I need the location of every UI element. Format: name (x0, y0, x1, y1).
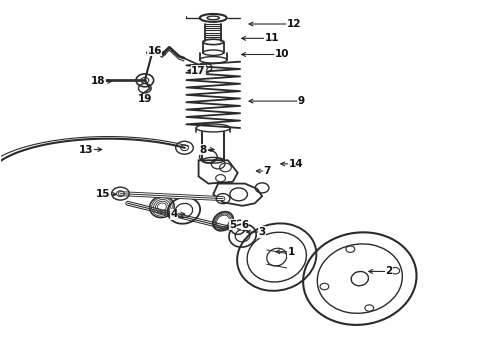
Text: 9: 9 (297, 96, 305, 106)
Text: 4: 4 (171, 209, 178, 219)
Text: 1: 1 (288, 247, 295, 257)
Text: 13: 13 (79, 144, 94, 154)
Text: 8: 8 (200, 144, 207, 154)
Text: 17: 17 (191, 66, 206, 76)
Text: 3: 3 (259, 227, 266, 237)
Text: 2: 2 (386, 266, 393, 276)
Text: 14: 14 (289, 159, 304, 169)
Text: 15: 15 (96, 189, 111, 199)
Text: 18: 18 (91, 76, 106, 86)
Text: 11: 11 (265, 33, 279, 43)
Text: 5: 5 (229, 220, 236, 230)
Text: 12: 12 (287, 19, 301, 29)
Text: 10: 10 (274, 49, 289, 59)
Text: 6: 6 (242, 220, 248, 230)
Text: 16: 16 (147, 46, 162, 56)
Text: 7: 7 (263, 166, 270, 176)
Text: 19: 19 (138, 94, 152, 104)
